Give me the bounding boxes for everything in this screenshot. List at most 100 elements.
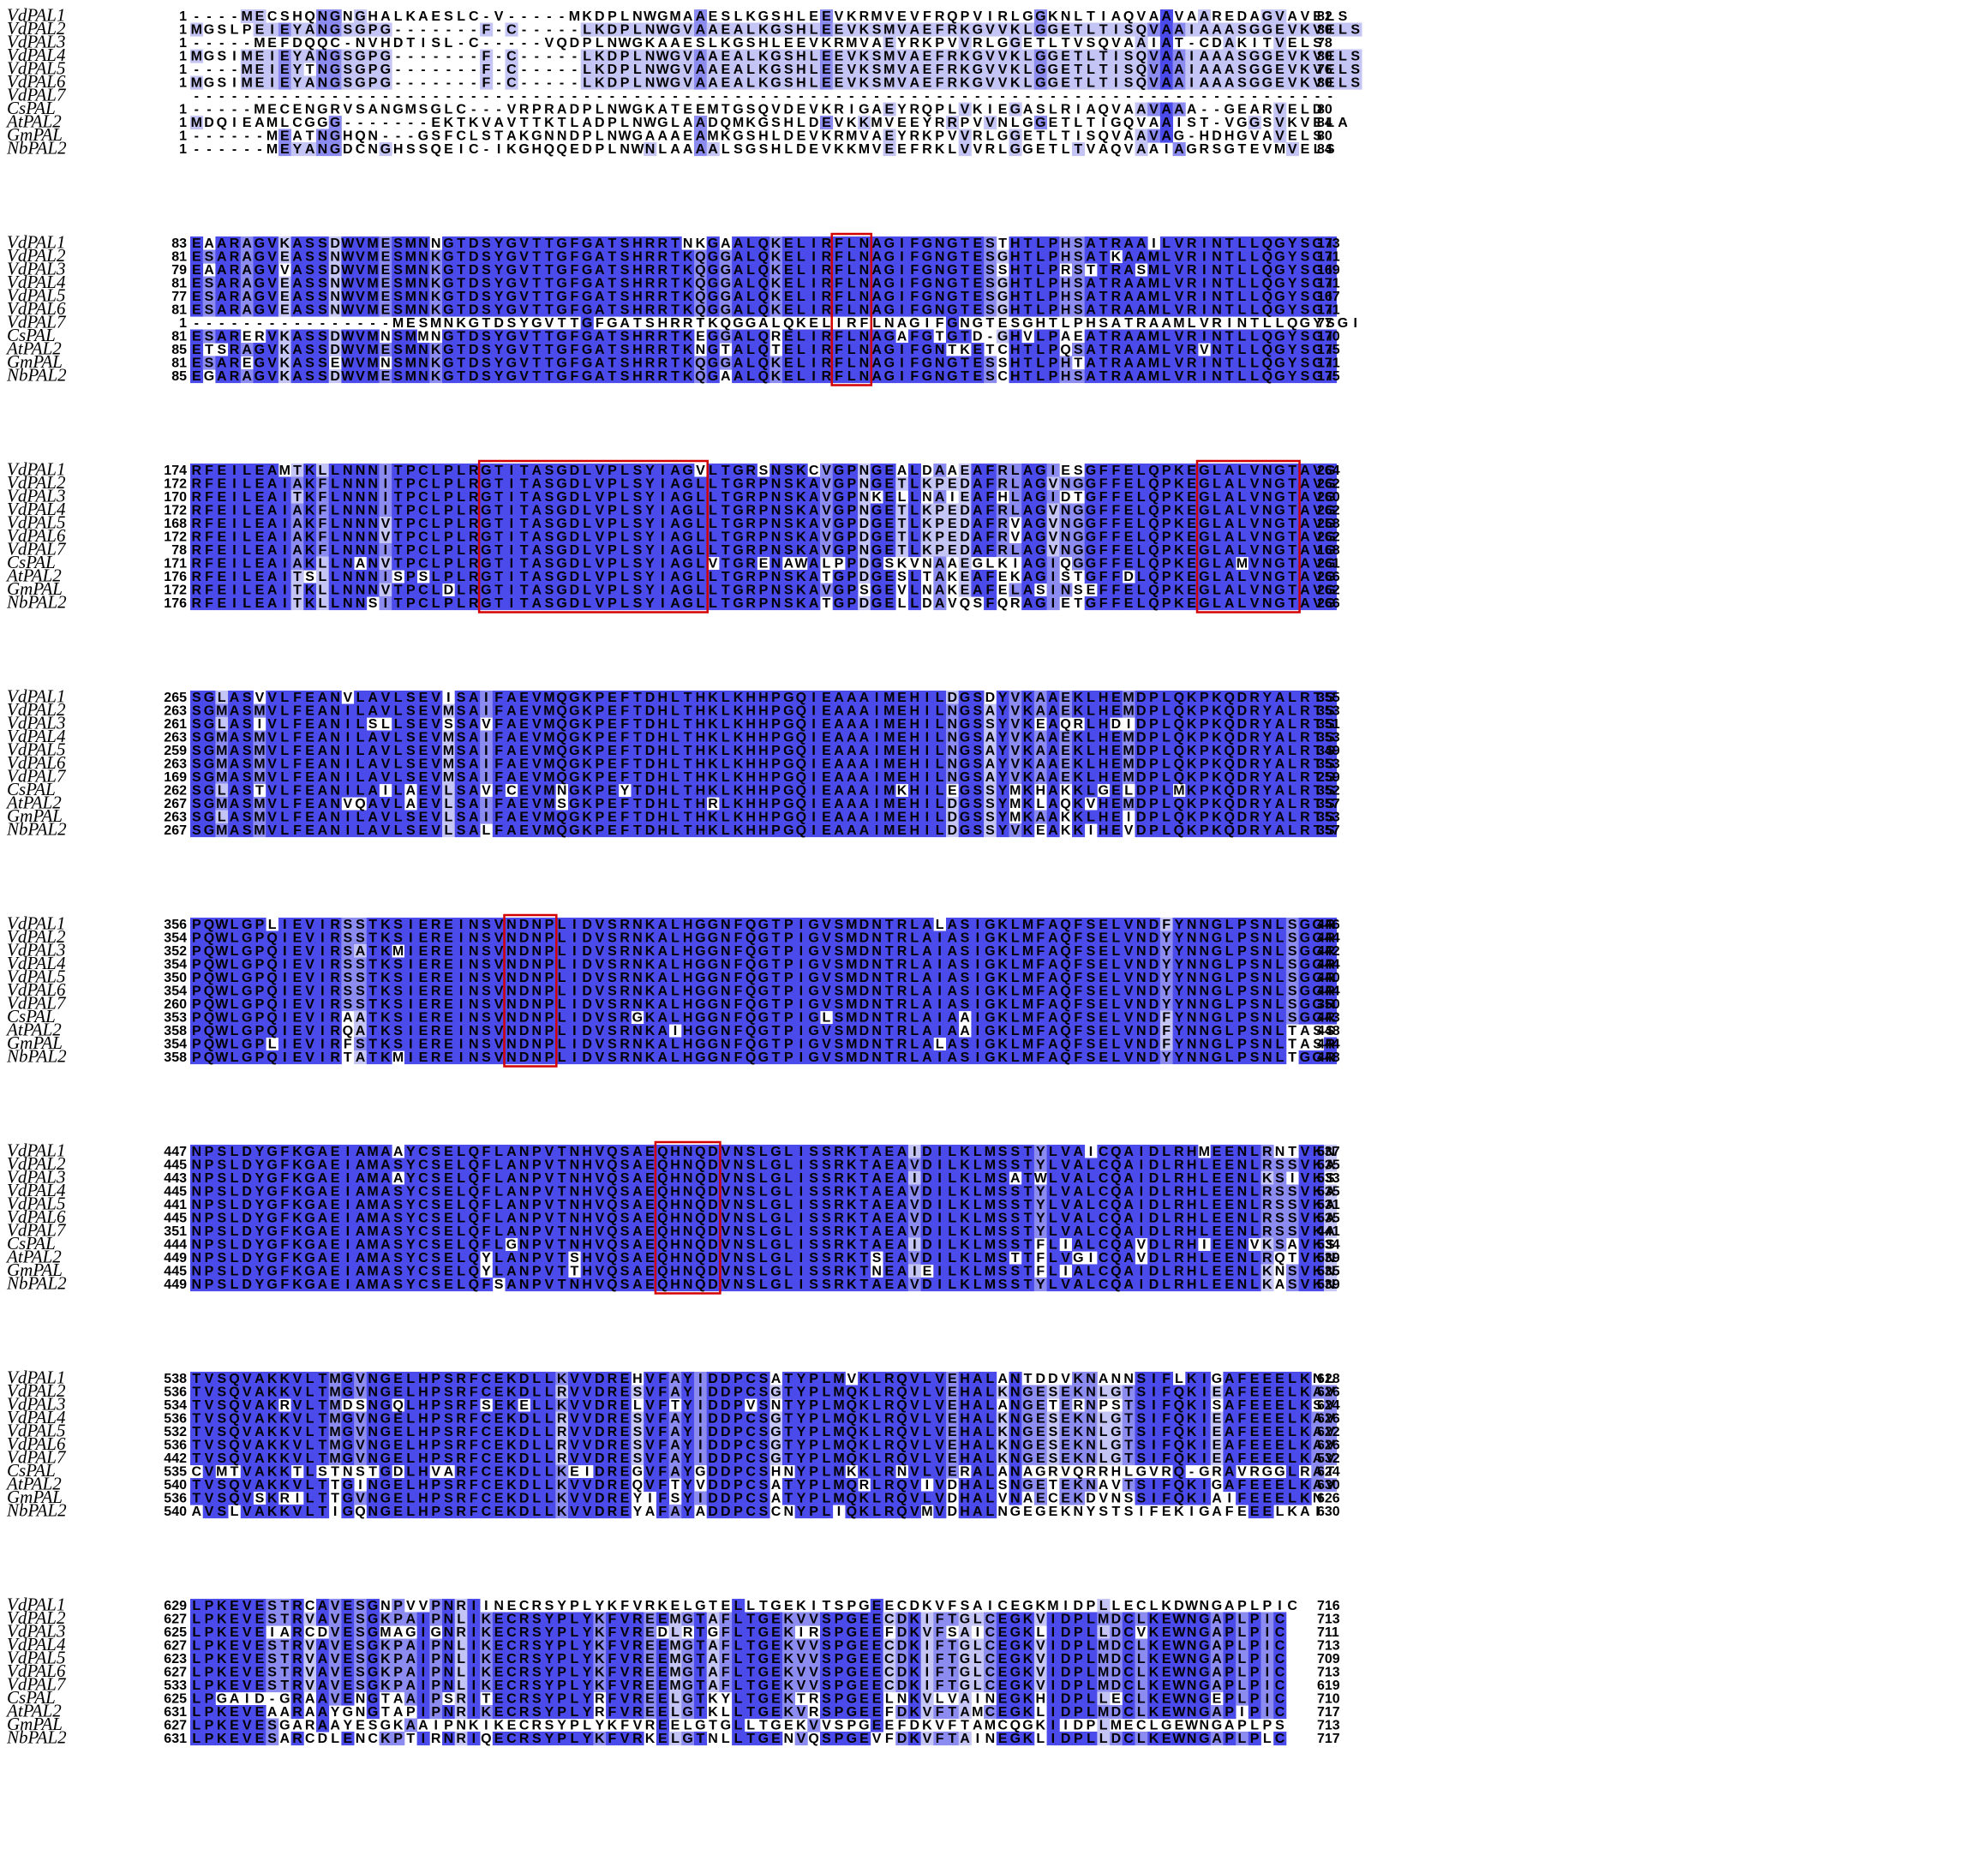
conservation-cell [820,9,834,24]
conservation-cell [694,22,708,37]
end-position: 350 [1317,997,1340,1012]
conservation-cell [328,142,342,157]
conservation-cell [757,49,770,63]
end-position: 349 [1317,744,1340,758]
conservation-cell [341,22,355,37]
conservation-cell [769,63,783,77]
conservation-cell [694,142,708,157]
conservation-cell [984,49,997,63]
start-position: 1 [179,23,187,38]
end-position: 440 [1317,971,1340,985]
conservation-cell [781,63,795,77]
sequence-residues: RFEILEAIAKFLNNNVTPCLPLRGTITASGDLVPLSYIAG… [192,517,1336,531]
start-position: 77 [171,290,187,304]
sequence-name: NbPAL2 [6,138,67,159]
conservation-cell [644,22,657,37]
conservation-cell [794,63,808,77]
sequence-residues: SGMASMVLFEANILAVLSEVLSALFAEVMQGKPEFTDHLT… [192,823,1335,838]
start-position: 263 [164,704,187,719]
start-position: 358 [164,1024,187,1038]
end-position: 444 [1317,931,1340,946]
conservation-cell [278,22,291,37]
start-position: 263 [164,757,187,772]
conservation-cell [694,9,708,24]
conservation-cell [379,142,392,157]
conservation-cell [732,63,746,77]
start-position: 172 [164,530,187,545]
end-position: 80 [1317,50,1332,64]
conservation-cell [1072,22,1086,37]
conservation-cell [1198,75,1212,90]
conservation-cell [681,49,695,63]
conservation-cell [1185,22,1199,37]
conservation-cell [1210,49,1224,63]
alignment-block: VdPAL1 356 PQWLGPLIEVIRSSTKSIEREINSVNDNPLI… [5,913,1340,1068]
conservation-cell [328,75,342,90]
start-position: 81 [171,277,187,291]
conservation-cell [266,22,279,37]
start-position: 81 [171,250,187,265]
conservation-cell [732,75,746,90]
conservation-cell [1147,102,1161,117]
conservation-cell [303,75,317,90]
conservation-cell [933,63,947,77]
conservation-cell [1172,22,1186,37]
conservation-cell [366,22,380,37]
conservation-cell [920,75,934,90]
conservation-cell [946,116,960,130]
conservation-cell [618,22,632,37]
conservation-cell [706,75,720,90]
conservation-cell [895,22,909,37]
alignment-block: VdPAL1 265 SGLASVVLFEANVLAVLSEVISAIFAEVMQG… [5,686,1340,840]
conservation-cell [1046,49,1060,63]
sequence-residues: PQWLGPLIEVIRSSTKSIEREINSVNDNPLIDVSRNKALH… [192,918,1336,932]
start-position: 172 [164,504,187,518]
conservation-cell [253,63,266,77]
conservation-cell [1248,116,1261,130]
conservation-cell [858,75,871,90]
conservation-cell [807,63,821,77]
conservation-cell [732,49,746,63]
conservation-cell [1135,142,1148,157]
conservation-cell [1046,75,1060,90]
start-position: 169 [164,770,187,785]
conservation-cell [656,49,669,63]
sequence-residues: SGMASMVLFEANILAVLSEVMSAIFAEVMQGKPEFTDHLT… [192,731,1335,745]
start-position: 172 [164,477,187,492]
conservation-cell [1097,49,1111,63]
sequence-residues: ----MECSHQNGNGHALKAESLC-V-----MKDPLNWGMA… [195,9,1348,24]
end-position: 173 [1317,236,1340,251]
end-position: 357 [1317,797,1340,811]
conservation-cell [694,49,708,63]
conservation-cell [907,63,921,77]
conservation-cell [316,142,330,157]
conservation-cell [341,63,355,77]
conservation-cell [303,22,317,37]
conservation-cell [1009,129,1022,143]
conservation-cell [933,75,947,90]
conservation-cell [958,129,972,143]
conservation-cell [1210,22,1224,37]
start-position: 1 [179,76,187,91]
start-position: 81 [171,303,187,318]
conservation-cell [920,22,934,37]
conservation-cell [1135,102,1148,117]
conservation-cell [946,49,960,63]
conservation-cell [656,63,669,77]
conservation-cell [1059,75,1073,90]
conservation-cell [757,22,770,37]
sequence-residues: RFEILEAIAKFLNNNITPCLPLRGTITASGDLVPLSYIAG… [192,543,1336,558]
conservation-cell [1223,22,1237,37]
conservation-cell [580,49,594,63]
conservation-cell [1072,63,1086,77]
conservation-cell [1260,63,1274,77]
start-position: 267 [164,797,187,811]
conservation-cell [278,63,291,77]
conservation-cell [328,63,342,77]
conservation-cell [958,49,972,63]
sequence-residues: PQWLGPQIEVIRSATKMIEREINSVNDNPLIDVSRNKALH… [192,944,1336,959]
conservation-cell [1033,116,1047,130]
end-position: 261 [1317,557,1340,571]
conservation-cell [618,75,632,90]
end-position: 262 [1317,504,1340,518]
